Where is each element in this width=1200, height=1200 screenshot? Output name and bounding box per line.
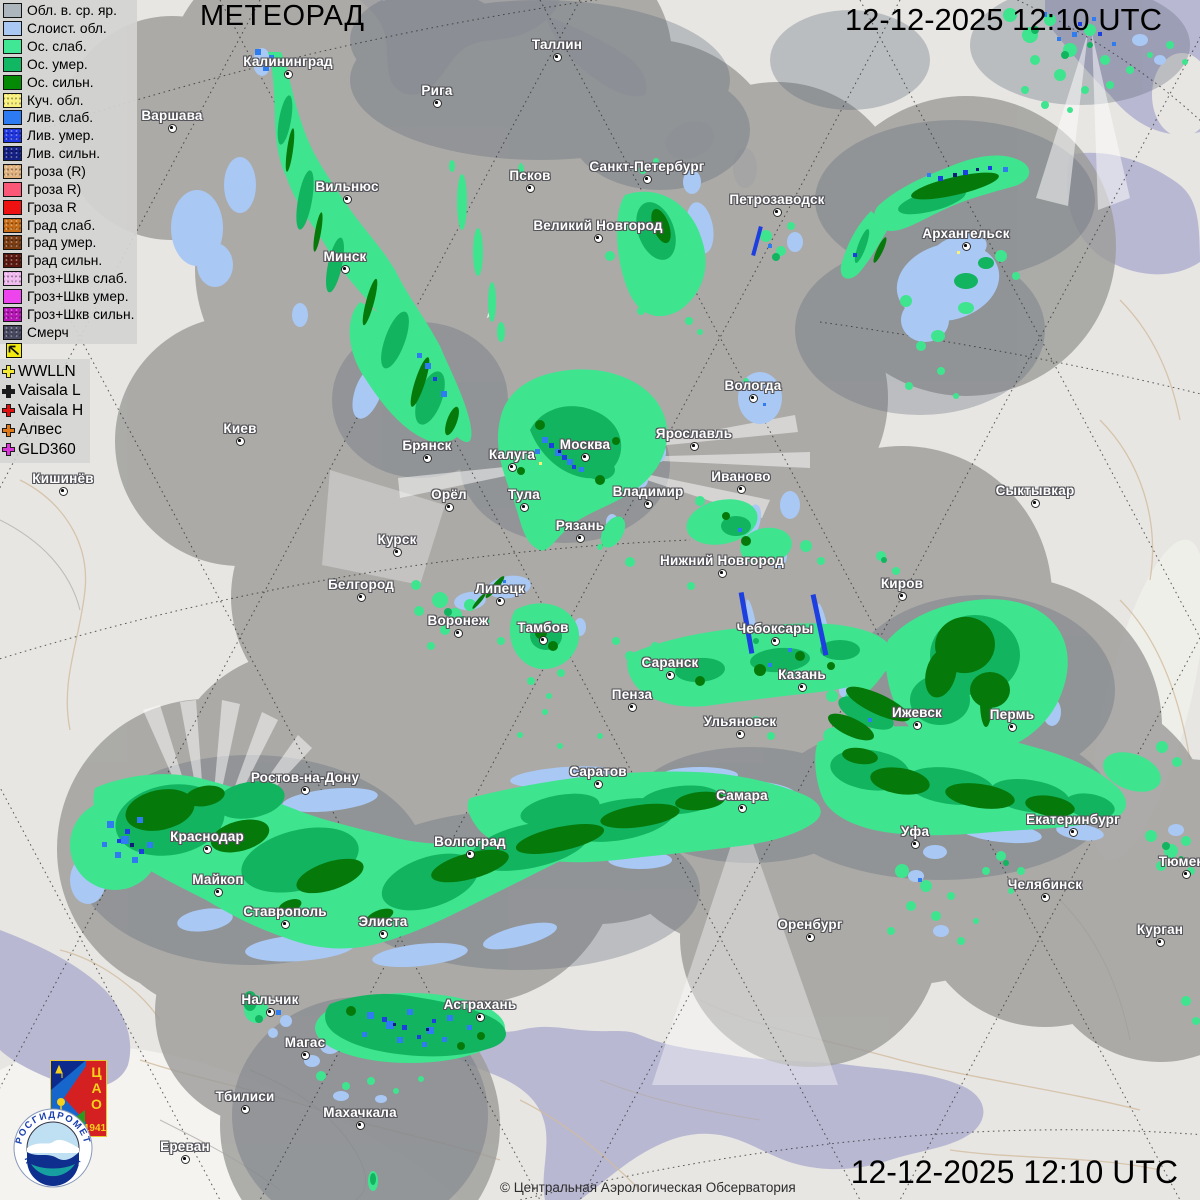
legend-swatch bbox=[3, 3, 22, 19]
legend-label: Смерч bbox=[27, 324, 69, 340]
precip-shower-light bbox=[102, 12, 1116, 1047]
lightning-source-label: Vaisala H bbox=[18, 401, 84, 419]
legend-swatch bbox=[3, 146, 22, 162]
legend-label: Ос. умер. bbox=[27, 56, 88, 72]
legend-label: Лив. сильн. bbox=[27, 146, 101, 162]
lightning-source-item: WWLLN bbox=[2, 362, 88, 382]
lightning-legend: WWLLN Vaisala L Vaisala H Алвес GLD360 bbox=[0, 359, 90, 463]
attribution: © Центральная Аэрологическая Обсерватори… bbox=[500, 1180, 796, 1195]
legend-item: Гроза (R) bbox=[3, 163, 135, 181]
legend-item: Слоист. обл. bbox=[3, 20, 135, 38]
timestamp-top: 12-12-2025 12:10 UTC bbox=[844, 2, 1162, 37]
cao-year: 1941 bbox=[83, 1123, 107, 1134]
lightning-cross-icon bbox=[2, 384, 15, 398]
timestamp-bottom: 12-12-2025 12:10 UTC bbox=[850, 1154, 1178, 1190]
legend-swatch bbox=[3, 164, 22, 180]
legend-swatch bbox=[3, 181, 22, 197]
legend-label: Град умер. bbox=[27, 235, 97, 251]
legend-label: Град слаб. bbox=[27, 217, 96, 233]
legend-swatch bbox=[3, 306, 22, 322]
caspian-sea bbox=[437, 1026, 984, 1200]
legend-item: Гроза R) bbox=[3, 180, 135, 198]
legend-item: Гроз+Шкв умер. bbox=[3, 288, 135, 306]
legend-item: Ос. умер. bbox=[3, 56, 135, 74]
precipitation-legend: Обл. в. ср. яр. Слоист. обл. Ос. слаб. Ос. … bbox=[0, 0, 137, 345]
legend-label: Куч. обл. bbox=[27, 92, 84, 108]
lightning-rows: WWLLN Vaisala L Vaisala H Алвес GLD360 bbox=[2, 362, 88, 460]
legend-swatch bbox=[3, 324, 22, 340]
lightning-source-label: Алвес bbox=[18, 421, 62, 439]
legend-swatch bbox=[3, 39, 22, 55]
lightning-source-label: GLD360 bbox=[18, 440, 76, 458]
legend-swatch bbox=[3, 235, 22, 251]
precip-cumulus bbox=[539, 251, 960, 465]
lightning-source-item: Vaisala L bbox=[2, 382, 88, 402]
legend-item: Ос. слаб. bbox=[3, 38, 135, 56]
legend-item: Лив. сильн. bbox=[3, 145, 135, 163]
legend-swatch bbox=[3, 92, 22, 108]
legend-label: Слоист. обл. bbox=[27, 21, 107, 37]
legend-item: Куч. обл. bbox=[3, 91, 135, 109]
legend-item: Гроз+Шкв слаб. bbox=[3, 270, 135, 288]
legend-rows: Обл. в. ср. яр. Слоист. обл. Ос. слаб. Ос. … bbox=[3, 2, 135, 341]
lightning-source-item: Vaisala H bbox=[2, 401, 88, 421]
legend-label: Лив. слаб. bbox=[27, 110, 94, 126]
black-sea bbox=[0, 930, 131, 1088]
legend-label: Лив. умер. bbox=[27, 128, 95, 144]
lightning-source-label: Vaisala L bbox=[18, 382, 81, 400]
cao-letters: ЦАО bbox=[91, 1064, 102, 1112]
legend-label: Град сильн. bbox=[27, 253, 103, 269]
lightning-cross-icon bbox=[2, 404, 15, 418]
lightning-cross-icon bbox=[2, 423, 15, 437]
legend-swatch bbox=[3, 74, 22, 90]
legend-swatch bbox=[3, 21, 22, 37]
legend-item: Лив. умер. bbox=[3, 127, 135, 145]
precip-shower-moderate bbox=[117, 22, 1102, 1039]
legend-item: Обл. в. ср. яр. bbox=[3, 2, 135, 20]
legend-item: Град слаб. bbox=[3, 216, 135, 234]
lightning-source-item: Алвес bbox=[2, 421, 88, 441]
legend-label: Гроз+Шкв слаб. bbox=[27, 271, 128, 287]
kanin-peninsula-land bbox=[1152, 53, 1200, 137]
legend-label: Ос. сильн. bbox=[27, 74, 94, 90]
legend-label: Обл. в. ср. яр. bbox=[27, 3, 117, 19]
roshydromet-logo: РОСГИДРОМЕТ ROSHYDROMET bbox=[13, 1108, 93, 1188]
precip-shower-heavy bbox=[130, 168, 979, 1031]
legend-swatch bbox=[3, 199, 22, 215]
legend-item: Лив. слаб. bbox=[3, 109, 135, 127]
legend-item: Смерч bbox=[3, 323, 135, 341]
legend-label: Гроза (R) bbox=[27, 164, 86, 180]
legend-swatch bbox=[3, 110, 22, 126]
legend-label: Гроз+Шкв умер. bbox=[27, 288, 129, 304]
legend-item: Град умер. bbox=[3, 234, 135, 252]
precip-stratus bbox=[70, 34, 1184, 1103]
legend-swatch bbox=[3, 288, 22, 304]
lightning-source-item: GLD360 bbox=[2, 440, 88, 460]
legend-swatch bbox=[3, 217, 22, 233]
legend-label: Гроза R) bbox=[27, 181, 82, 197]
legend-item: Град сильн. bbox=[3, 252, 135, 270]
legend-swatch bbox=[3, 128, 22, 144]
legend-label: Гроз+Шкв сильн. bbox=[27, 306, 135, 322]
legend-item: Гроз+Шкв сильн. bbox=[3, 305, 135, 323]
legend-swatch bbox=[3, 56, 22, 72]
legend-swatch bbox=[3, 253, 22, 269]
direction-arrow-icon bbox=[6, 343, 22, 358]
precip-rain-heavy bbox=[125, 128, 1075, 1050]
lightning-source-label: WWLLN bbox=[18, 362, 76, 380]
legend-item: Ос. сильн. bbox=[3, 73, 135, 91]
page-title: МЕТЕОРАД bbox=[200, 0, 365, 32]
legend-label: Ос. слаб. bbox=[27, 39, 87, 55]
lightning-cross-icon bbox=[2, 443, 15, 457]
legend-swatch bbox=[3, 271, 22, 287]
legend-label: Гроза R bbox=[27, 199, 77, 215]
lightning-cross-icon bbox=[2, 365, 15, 379]
legend-item: Гроза R bbox=[3, 198, 135, 216]
